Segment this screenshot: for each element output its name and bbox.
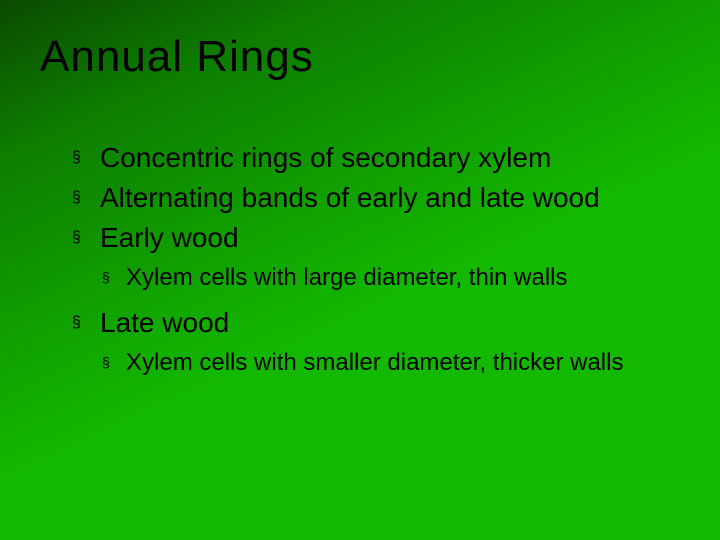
list-item-text: Late wood — [100, 305, 680, 341]
slide-title: Annual Rings — [40, 32, 314, 82]
list-item: § Concentric rings of secondary xylem — [72, 140, 680, 176]
sub-list-item: § Xylem cells with smaller diameter, thi… — [102, 347, 680, 378]
bullet-icon: § — [102, 262, 126, 293]
sub-list-item-text: Xylem cells with smaller diameter, thick… — [126, 347, 680, 378]
list-item: § Early wood — [72, 220, 680, 256]
list-item: § Late wood — [72, 305, 680, 341]
sub-list-item: § Xylem cells with large diameter, thin … — [102, 262, 680, 293]
bullet-icon: § — [72, 180, 100, 216]
list-item-text: Concentric rings of secondary xylem — [100, 140, 680, 176]
bullet-icon: § — [72, 220, 100, 256]
slide: Annual Rings § Concentric rings of secon… — [0, 0, 720, 540]
bullet-icon: § — [72, 140, 100, 176]
sub-list-item-text: Xylem cells with large diameter, thin wa… — [126, 262, 680, 293]
bullet-icon: § — [102, 347, 126, 378]
list-item: § Alternating bands of early and late wo… — [72, 180, 680, 216]
list-item-text: Early wood — [100, 220, 680, 256]
slide-content: § Concentric rings of secondary xylem § … — [72, 140, 680, 390]
bullet-icon: § — [72, 305, 100, 341]
list-item-text: Alternating bands of early and late wood — [100, 180, 680, 216]
